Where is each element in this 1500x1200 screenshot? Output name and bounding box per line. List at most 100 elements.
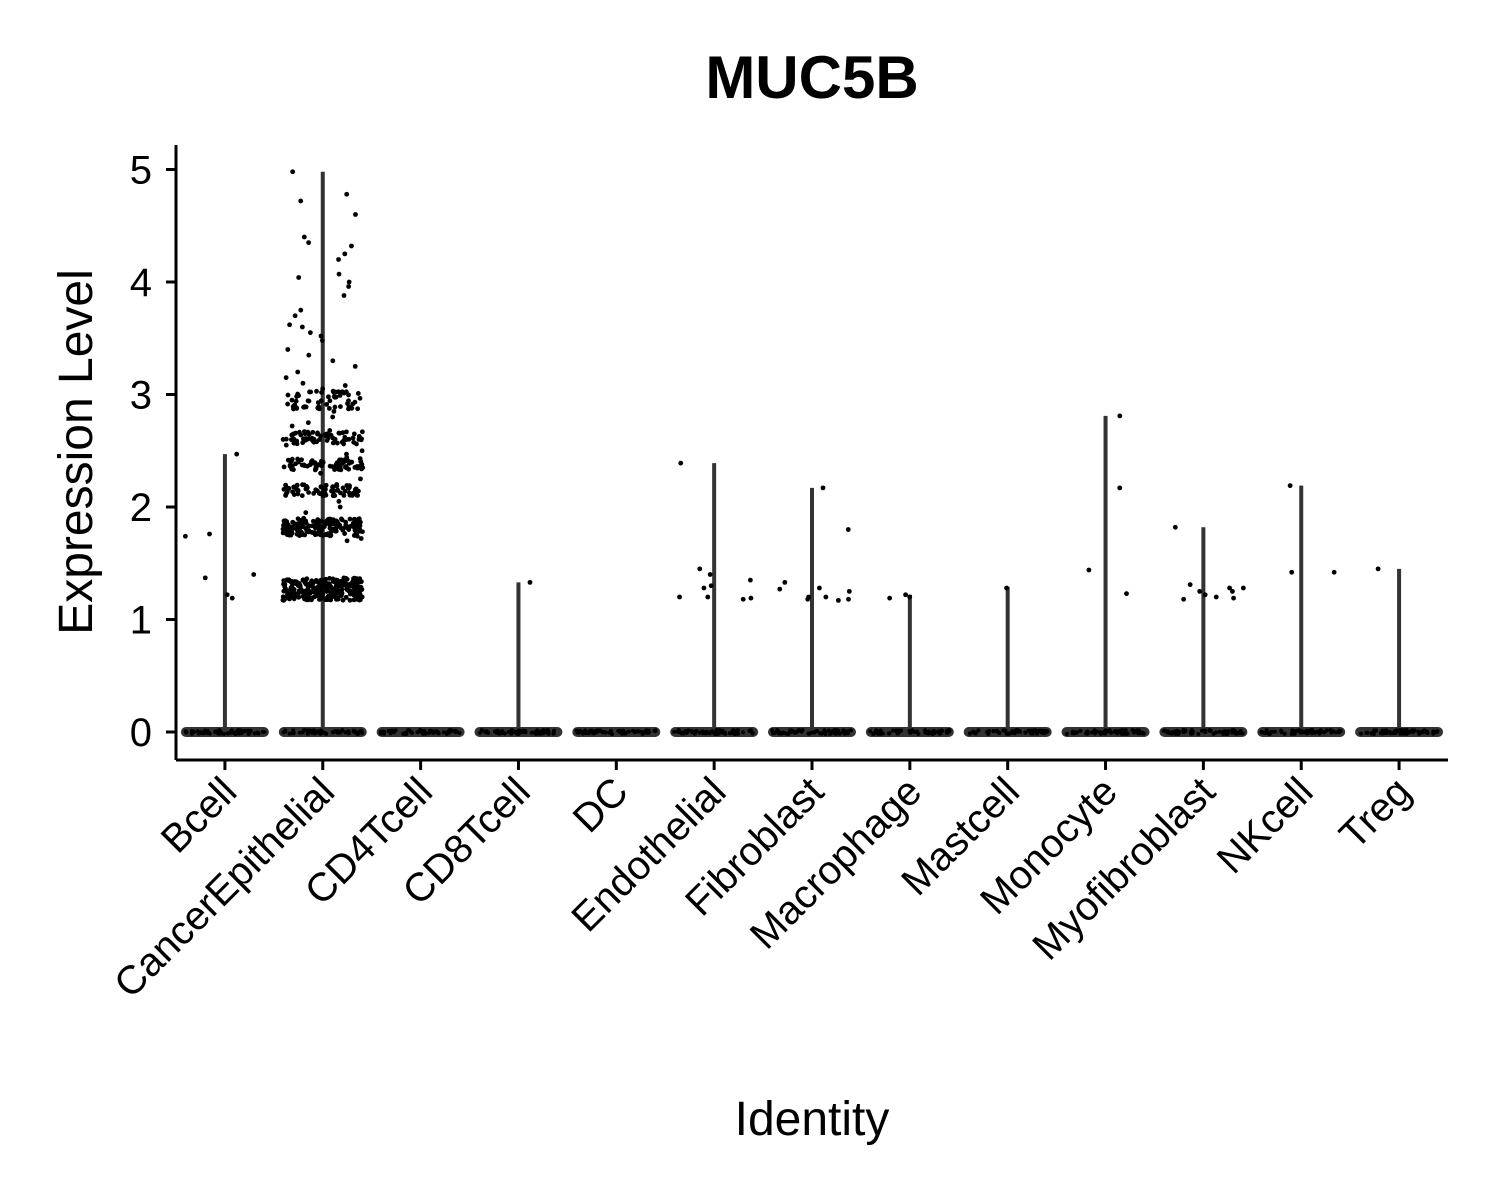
data-point: [336, 271, 342, 277]
data-point: [441, 730, 446, 735]
data-point: [1267, 731, 1272, 736]
data-point: [908, 730, 913, 735]
data-point: [319, 390, 324, 395]
data-point: [1190, 731, 1195, 736]
data-point: [306, 240, 312, 246]
data-point: [336, 257, 341, 262]
violin-group: [474, 579, 563, 737]
data-point: [1092, 730, 1097, 735]
data-point: [300, 380, 306, 386]
data-point: [318, 730, 323, 735]
data-point: [314, 388, 319, 394]
data-point: [295, 456, 301, 462]
data-point: [457, 730, 462, 735]
data-point: [351, 592, 357, 598]
data-point: [1238, 728, 1243, 733]
data-point: [387, 729, 392, 734]
data-point: [358, 437, 364, 443]
data-point: [727, 731, 732, 736]
data-point: [1039, 730, 1044, 735]
data-point: [288, 585, 294, 591]
data-point: [1001, 728, 1006, 733]
data-point: [1359, 731, 1364, 736]
data-point: [704, 731, 709, 736]
data-point: [321, 584, 326, 590]
data-point: [321, 493, 327, 499]
plot-marks: [180, 169, 1444, 737]
data-point: [1033, 728, 1038, 733]
data-point: [1369, 730, 1374, 735]
data-point: [991, 729, 996, 734]
data-point: [291, 467, 296, 473]
data-point: [343, 594, 349, 600]
data-point: [352, 528, 358, 533]
data-point: [303, 510, 309, 516]
data-point: [285, 392, 291, 398]
data-point: [349, 405, 355, 411]
data-point: [299, 493, 305, 499]
data-point: [360, 731, 365, 736]
data-point: [1272, 729, 1277, 734]
data-point: [207, 531, 212, 537]
data-point: [295, 369, 301, 375]
data-point: [338, 404, 343, 410]
data-point: [323, 597, 328, 603]
data-point: [201, 731, 206, 736]
data-point: [289, 397, 295, 403]
data-point: [1130, 728, 1135, 733]
data-point: [311, 728, 316, 733]
data-point: [323, 482, 329, 488]
data-point: [305, 420, 311, 426]
data-point: [600, 730, 605, 735]
data-point: [318, 577, 324, 583]
data-point: [1004, 585, 1009, 591]
data-point: [874, 728, 879, 733]
data-point: [323, 520, 329, 526]
data-point: [903, 592, 908, 598]
data-point: [1217, 729, 1222, 734]
data-point: [832, 728, 837, 733]
data-point: [796, 728, 801, 733]
data-point: [1089, 730, 1094, 735]
data-point: [1421, 729, 1426, 734]
data-point: [293, 398, 299, 404]
data-point: [327, 398, 333, 404]
data-point: [354, 533, 360, 539]
data-point: [1227, 585, 1233, 591]
data-point: [583, 728, 588, 733]
data-point: [321, 524, 327, 530]
data-point: [1172, 524, 1178, 530]
data-point: [788, 728, 793, 733]
data-point: [1202, 728, 1207, 733]
data-point: [198, 730, 203, 735]
data-point: [938, 731, 943, 736]
data-point: [296, 275, 302, 280]
data-point: [527, 579, 533, 585]
data-point: [344, 538, 350, 544]
data-point: [987, 728, 992, 733]
data-point: [346, 284, 352, 289]
data-point: [1086, 567, 1092, 573]
violin-group: [963, 585, 1052, 737]
data-point: [339, 389, 345, 395]
data-point: [344, 581, 349, 587]
data-point: [1365, 730, 1370, 735]
data-point: [333, 394, 339, 400]
data-point: [800, 728, 805, 733]
data-point: [1120, 731, 1125, 736]
data-point: [343, 464, 349, 469]
data-point: [207, 731, 212, 736]
data-point: [1380, 730, 1385, 735]
data-point: [1117, 485, 1123, 491]
data-point: [477, 730, 482, 735]
data-point: [306, 398, 312, 404]
data-point: [1187, 582, 1193, 588]
data-point: [623, 731, 628, 736]
violin-group: [376, 727, 465, 737]
data-point: [719, 730, 724, 735]
data-point: [349, 243, 354, 249]
data-point: [282, 521, 287, 527]
data-point: [1331, 569, 1337, 575]
data-point: [352, 363, 358, 369]
y-tick-label: 1: [130, 599, 152, 643]
